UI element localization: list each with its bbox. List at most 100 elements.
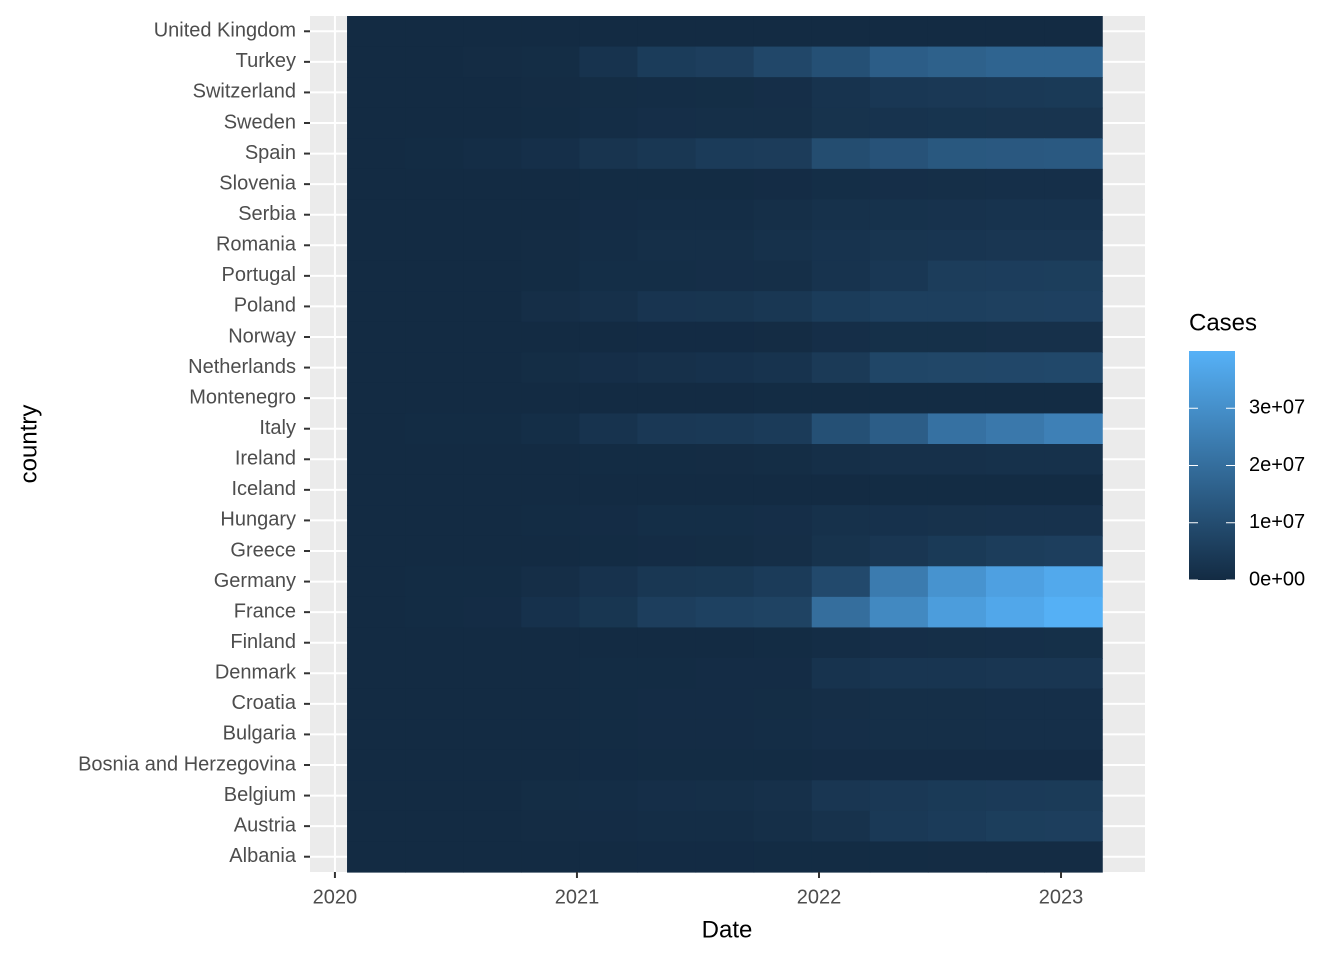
heat-cell	[463, 810, 522, 843]
heat-cell	[869, 627, 929, 659]
heat-cell	[579, 535, 639, 567]
heat-cell	[637, 444, 697, 476]
heat-cell	[811, 535, 871, 567]
heat-cell	[521, 138, 580, 170]
heat-cell	[811, 596, 871, 629]
heat-cell	[347, 841, 406, 873]
heat-cell	[695, 413, 755, 445]
heat-cell	[347, 566, 406, 598]
heat-cell	[985, 535, 1045, 567]
heat-cell	[927, 505, 987, 537]
heat-cell	[405, 77, 464, 109]
heat-cell	[463, 260, 522, 292]
heat-cell	[927, 749, 987, 781]
heat-cell	[637, 413, 697, 445]
heat-cell	[927, 352, 987, 384]
heat-cell	[985, 199, 1045, 231]
heat-cell	[811, 719, 871, 751]
heat-cell	[869, 413, 929, 445]
heat-cell	[695, 260, 755, 292]
heat-cell	[463, 46, 522, 78]
heat-cell	[347, 413, 406, 445]
heat-cell	[579, 627, 639, 659]
heat-cell	[637, 627, 697, 659]
heat-cell	[695, 841, 755, 873]
heat-cell	[463, 230, 522, 262]
heat-cell	[463, 77, 522, 109]
heat-cell	[695, 780, 755, 812]
heat-cell	[463, 535, 522, 567]
heat-cell	[347, 719, 406, 751]
heat-cell	[811, 749, 871, 781]
heat-cell	[405, 291, 464, 323]
heat-cell	[579, 107, 639, 139]
heat-cell	[811, 382, 871, 415]
heat-cell	[521, 841, 580, 873]
heat-cell	[521, 505, 580, 537]
heat-cell	[985, 77, 1045, 109]
heat-cell	[521, 291, 580, 323]
heat-cell	[1044, 168, 1103, 201]
heat-cell	[463, 749, 522, 781]
heat-cell	[1044, 107, 1103, 139]
heat-cell	[695, 291, 755, 323]
heat-cell	[927, 444, 987, 476]
heat-cell	[405, 749, 464, 781]
heat-cell	[985, 352, 1045, 384]
heat-cell	[347, 658, 406, 690]
heat-cell	[347, 138, 406, 170]
heat-cell	[463, 841, 522, 873]
legend-tick-label: 3e+07	[1249, 397, 1305, 419]
heat-cell	[985, 16, 1045, 48]
heat-cell	[985, 230, 1045, 262]
heat-cell	[521, 596, 580, 629]
heat-cell	[1044, 199, 1103, 231]
heat-cell	[347, 260, 406, 292]
heat-cell	[347, 596, 406, 629]
heat-cell	[695, 688, 755, 720]
heat-cell	[637, 321, 697, 353]
heat-cell	[927, 658, 987, 690]
heat-cell	[521, 566, 580, 598]
y-tick-label: Greece	[230, 539, 296, 561]
heat-cell	[347, 291, 406, 323]
y-tick-label: Netherlands	[188, 356, 296, 378]
heat-cell	[579, 749, 639, 781]
heat-cell	[405, 780, 464, 812]
heat-cell	[869, 199, 929, 231]
heat-cell	[927, 841, 987, 873]
y-tick-label: Germany	[214, 570, 296, 592]
heat-cell	[985, 749, 1045, 781]
legend-tick-label: 1e+07	[1249, 511, 1305, 533]
heat-cell	[927, 168, 987, 201]
heat-cell	[463, 474, 522, 506]
heat-cell	[753, 260, 813, 292]
heat-cell	[521, 199, 580, 231]
heat-cell	[637, 352, 697, 384]
heat-cell	[869, 168, 929, 201]
heat-cell	[753, 596, 813, 629]
heat-cell	[695, 77, 755, 109]
heat-cell	[811, 77, 871, 109]
heat-cell	[347, 535, 406, 567]
heat-cell	[521, 444, 580, 476]
heat-cell	[811, 291, 871, 323]
heat-cell	[869, 138, 929, 170]
heat-cell	[579, 444, 639, 476]
heat-cell	[637, 474, 697, 506]
heat-cell	[811, 16, 871, 48]
heat-cell	[347, 168, 406, 201]
heat-cell	[579, 260, 639, 292]
heat-cell	[637, 535, 697, 567]
heat-cell	[463, 291, 522, 323]
y-tick-label: Switzerland	[193, 81, 296, 103]
heat-cell	[753, 444, 813, 476]
heat-cell	[927, 474, 987, 506]
heat-cell	[927, 291, 987, 323]
heat-cell	[695, 444, 755, 476]
y-tick-label: Poland	[234, 295, 296, 317]
heat-cell	[695, 168, 755, 201]
y-tick-label: Montenegro	[189, 386, 296, 408]
heat-cell	[927, 566, 987, 598]
